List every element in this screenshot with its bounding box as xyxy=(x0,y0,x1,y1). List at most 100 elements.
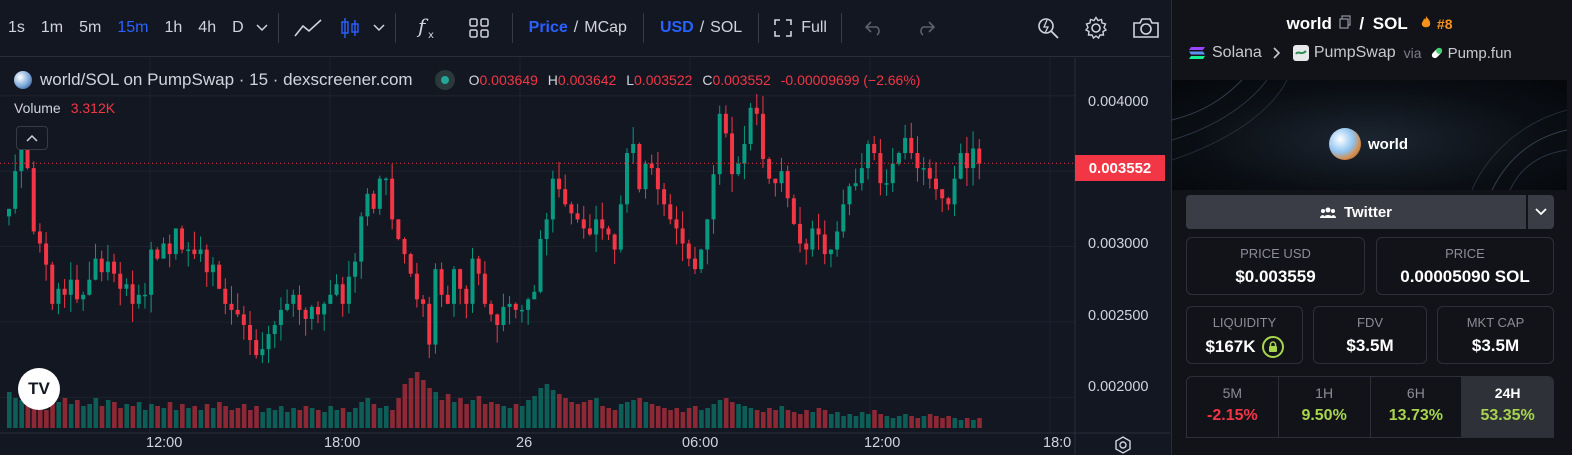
candle-body xyxy=(235,309,240,315)
toolbar-divider xyxy=(277,13,279,43)
tradingview-logo[interactable]: TV xyxy=(18,368,60,410)
candle-body xyxy=(383,178,388,181)
volume-bar xyxy=(934,416,939,428)
candle-body xyxy=(538,239,543,292)
copy-icon[interactable] xyxy=(1338,15,1351,29)
candle-body xyxy=(946,198,951,205)
interval-15m[interactable]: 15m xyxy=(117,19,149,36)
pill-icon xyxy=(1431,47,1442,59)
candle-body xyxy=(433,269,438,345)
candle-body xyxy=(977,148,982,164)
candle-body xyxy=(210,264,215,273)
volume-bar xyxy=(538,388,544,428)
volume-bar xyxy=(316,410,321,428)
fullscreen-button[interactable]: Full xyxy=(765,0,835,57)
interval-1m[interactable]: 1m xyxy=(40,19,64,36)
volume-bar xyxy=(112,402,117,428)
line-chart-icon[interactable] xyxy=(285,0,331,57)
chart-type-chevron-icon[interactable] xyxy=(369,0,389,57)
candlestick-icon[interactable] xyxy=(331,0,369,57)
change-tab-1h[interactable]: 1H 9.50% xyxy=(1279,377,1371,437)
candlestick-chart[interactable] xyxy=(0,58,1170,455)
price-native-value: 0.00005090 SOL xyxy=(1400,267,1530,286)
chevron-right-icon xyxy=(1273,47,1280,59)
volume-bar xyxy=(180,404,185,428)
toolbar-divider xyxy=(840,13,842,43)
candle-body xyxy=(124,284,129,289)
fdv-box: FDV $3.5M xyxy=(1313,306,1427,364)
price-tick: 0.002000 xyxy=(1088,379,1149,395)
interval-1s[interactable]: 1s xyxy=(8,19,25,36)
chain-name[interactable]: Solana xyxy=(1212,44,1262,61)
volume-bar xyxy=(878,414,883,428)
volume-bar xyxy=(235,408,241,428)
mcap-option[interactable]: MCap xyxy=(584,19,627,36)
liquidity-value: $167K xyxy=(1205,337,1256,356)
redo-icon[interactable] xyxy=(900,0,952,57)
toolbar-divider xyxy=(511,13,513,43)
price-usd-value: $0.003559 xyxy=(1235,267,1316,286)
volume-bar xyxy=(631,400,636,428)
volume-bar xyxy=(767,408,772,428)
toolbar-divider xyxy=(642,13,644,43)
interval-1h[interactable]: 1h xyxy=(164,19,183,36)
chart-canvas[interactable] xyxy=(0,58,1170,455)
layouts-grid-icon[interactable] xyxy=(452,0,506,57)
via-label: via xyxy=(1403,45,1422,61)
volume-bar xyxy=(909,416,914,428)
volume-bar xyxy=(884,416,890,428)
candle-body xyxy=(754,107,759,114)
volume-bar xyxy=(99,406,105,428)
interval-d[interactable]: D xyxy=(232,19,244,36)
visibility-eye-icon[interactable] xyxy=(434,70,455,90)
sol-option[interactable]: SOL xyxy=(710,19,743,36)
volume-bar xyxy=(927,414,933,428)
collapse-legend-button[interactable] xyxy=(16,126,48,150)
twitter-button[interactable]: Twitter xyxy=(1186,195,1526,229)
launchpad-name[interactable]: Pump.fun xyxy=(1447,44,1512,62)
volume-bar xyxy=(723,398,729,428)
price-option[interactable]: Price xyxy=(528,19,568,36)
time-tick: 12:00 xyxy=(146,435,183,451)
candle-body xyxy=(550,178,555,220)
volume-bar xyxy=(791,412,797,428)
interval-dropdown-chevron-icon[interactable] xyxy=(252,0,272,57)
volume-bar xyxy=(816,408,822,428)
volume-value: 3.312K xyxy=(70,100,116,116)
change-tab-24h[interactable]: 24H 53.35% xyxy=(1462,377,1553,437)
camera-snapshot-icon[interactable] xyxy=(1120,0,1170,57)
change-tab-6h[interactable]: 6H 13.73% xyxy=(1371,377,1463,437)
candle-body xyxy=(402,239,407,255)
settings-gear-icon[interactable] xyxy=(1072,0,1120,57)
socials-dropdown-button[interactable] xyxy=(1528,195,1554,229)
volume-bar xyxy=(903,414,908,428)
volume-bar xyxy=(668,410,673,428)
candle-body xyxy=(81,294,86,300)
usd-sol-toggle[interactable]: USD / SOL xyxy=(650,0,752,57)
lock-icon[interactable] xyxy=(1261,336,1284,358)
candle-body xyxy=(866,143,871,169)
volume-bar xyxy=(859,412,865,428)
volume-bar xyxy=(495,404,500,428)
price-mcap-toggle[interactable]: Price / MCap xyxy=(519,0,637,57)
price-change-tabs: 5M -2.15% 1H 9.50% 6H 13.73% 24H 53.35% xyxy=(1186,376,1554,438)
undo-icon[interactable] xyxy=(848,0,900,57)
high-value: 0.003642 xyxy=(557,72,617,88)
volume-bar xyxy=(748,408,754,428)
change-tab-5m[interactable]: 5M -2.15% xyxy=(1187,377,1279,437)
dex-name[interactable]: PumpSwap xyxy=(1313,44,1396,61)
volume-bar xyxy=(470,400,476,428)
axis-settings-icon[interactable] xyxy=(1113,435,1133,455)
candle-body xyxy=(526,299,531,310)
usd-option[interactable]: USD xyxy=(659,19,694,36)
candle-body xyxy=(217,264,222,289)
chevron-down-icon xyxy=(1535,208,1547,216)
volume-bar xyxy=(414,372,420,428)
candle-body xyxy=(297,294,302,310)
chart-title: world/SOL on PumpSwap · 15 · dexscreener… xyxy=(40,70,413,89)
quick-search-icon[interactable] xyxy=(1024,0,1072,57)
interval-4h[interactable]: 4h xyxy=(198,19,217,36)
interval-5m[interactable]: 5m xyxy=(79,19,102,36)
volume-bar xyxy=(149,404,154,428)
